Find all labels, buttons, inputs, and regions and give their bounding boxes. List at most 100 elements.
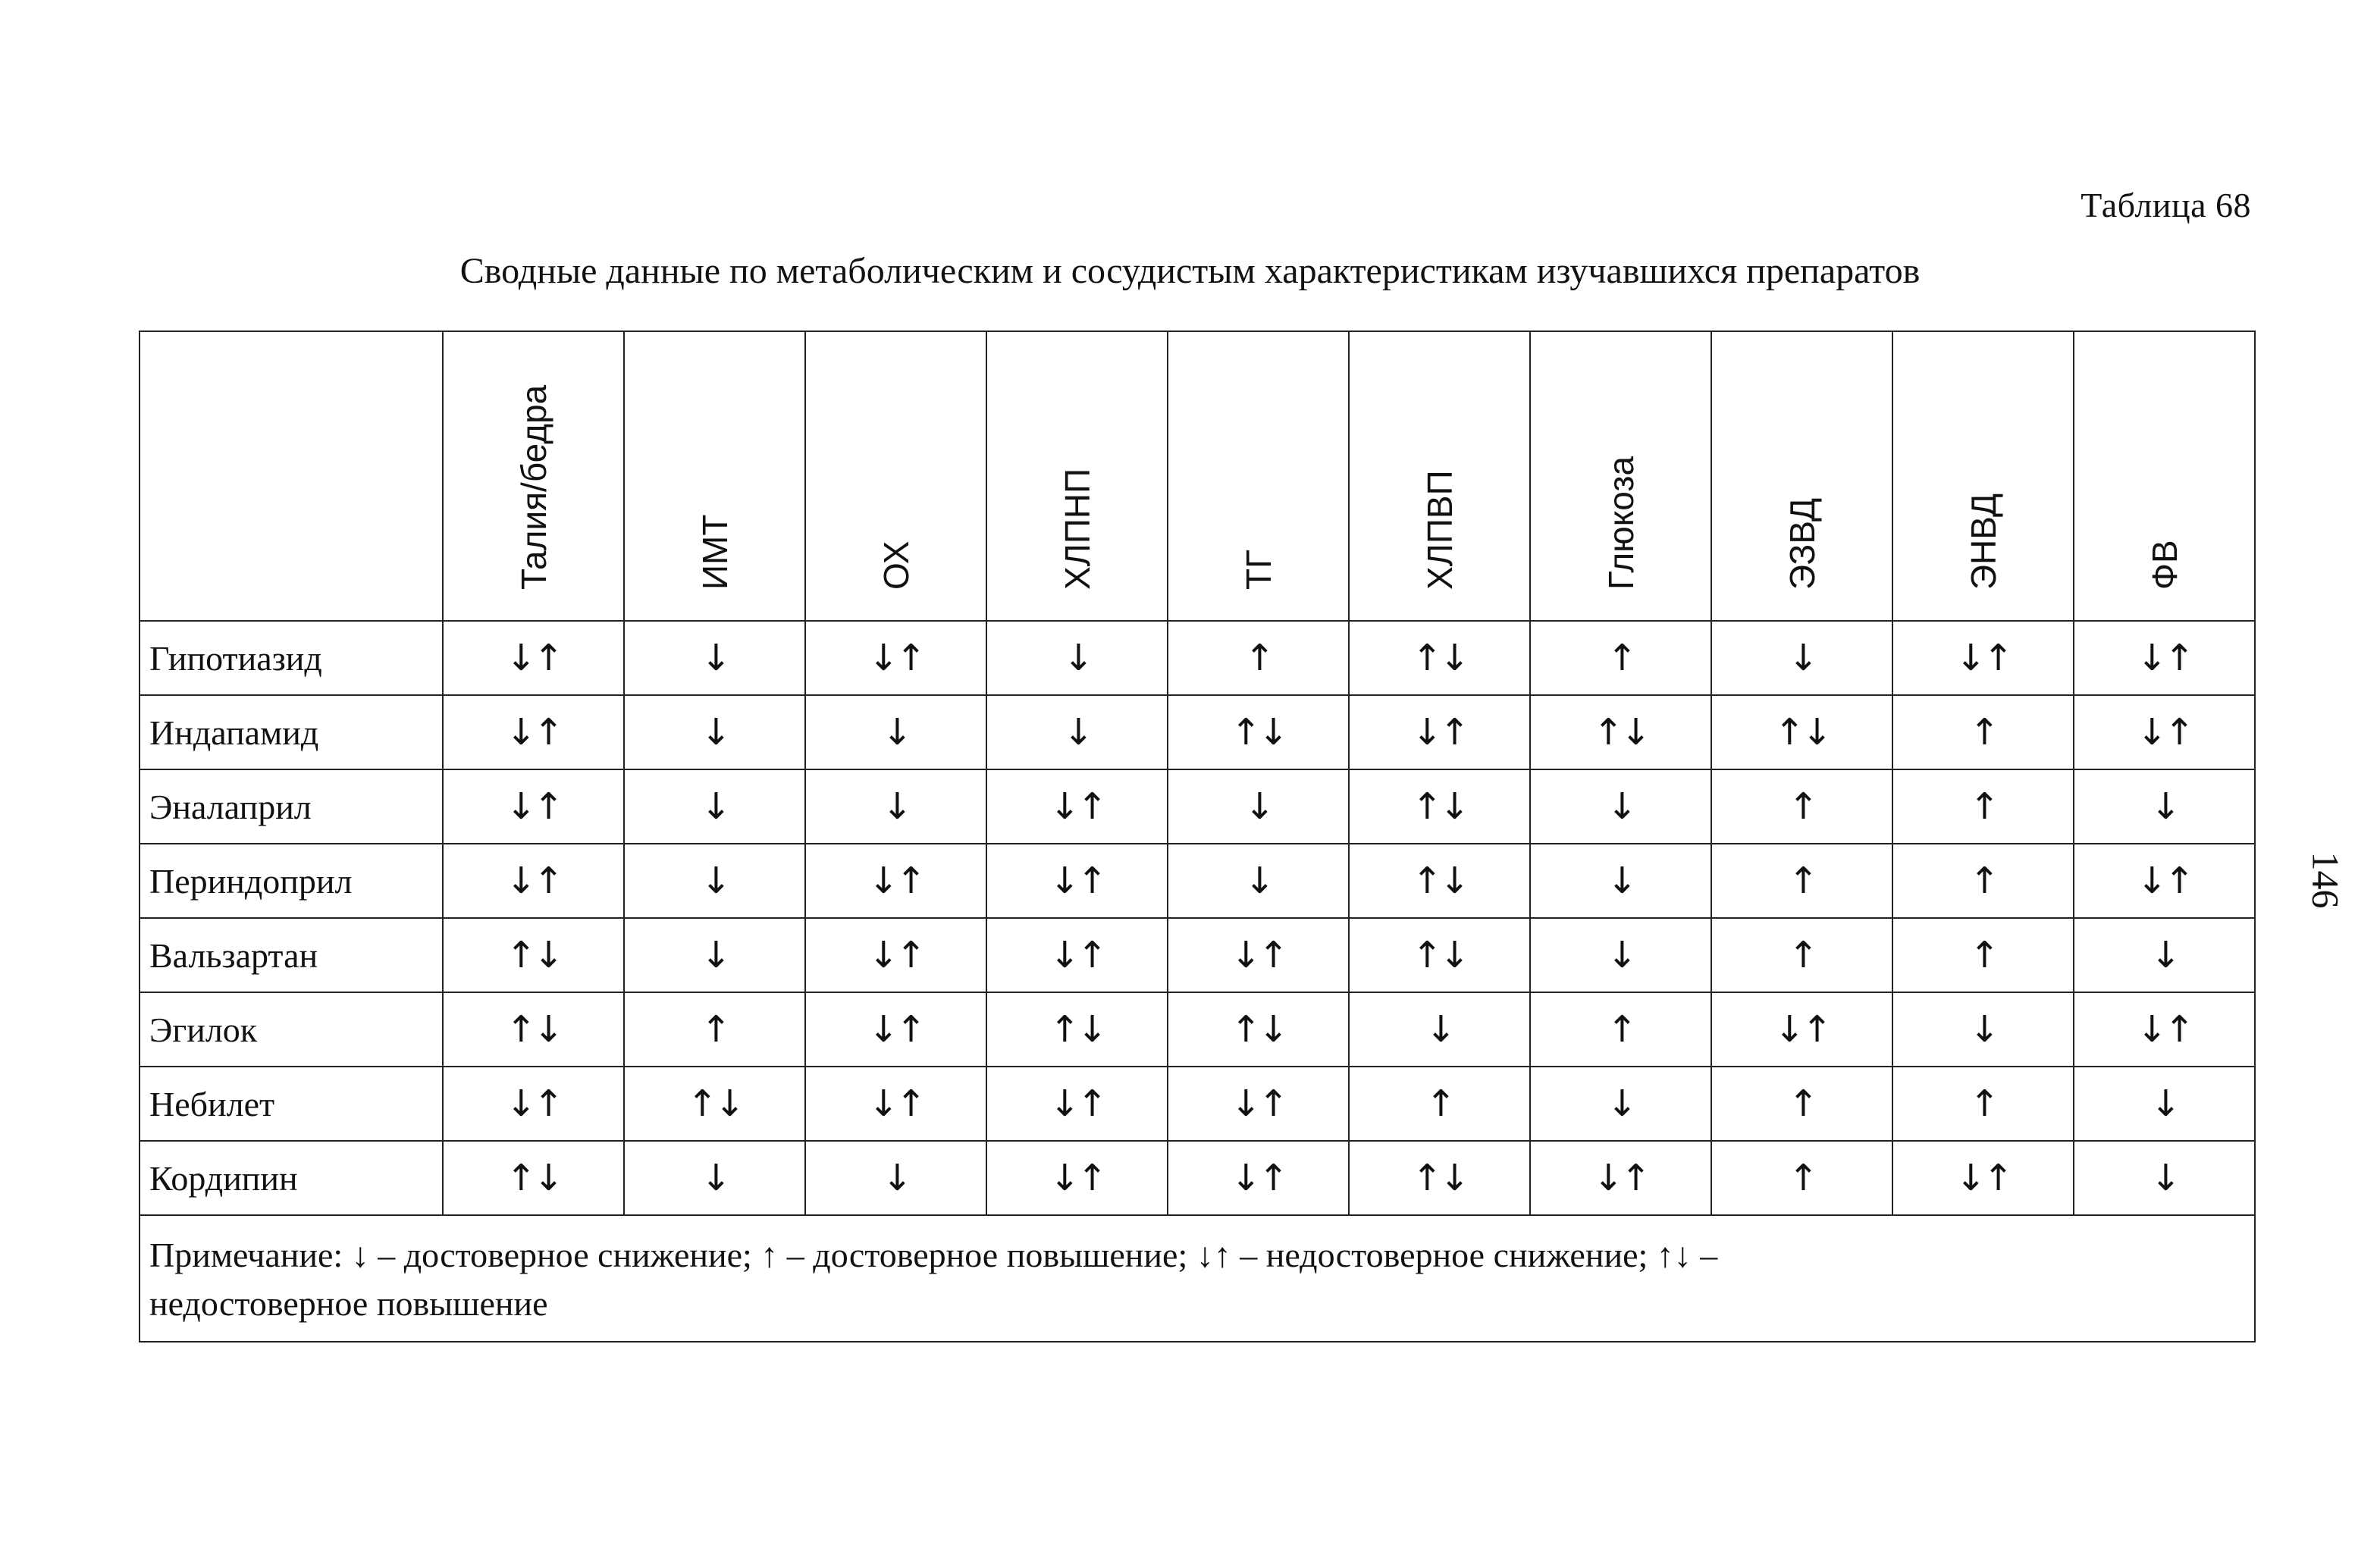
column-header: ОХ <box>804 331 987 622</box>
value-cell: ↓↑ <box>986 769 1168 844</box>
value-cell: ↑↓ <box>1348 1140 1531 1216</box>
value-cell: ↑ <box>1711 769 1893 844</box>
note-row: Примечание: ↓ – достоверное снижение; ↑ … <box>139 1214 2256 1343</box>
value-cell: ↓↑ <box>1711 992 1893 1067</box>
value-cell: ↓ <box>623 769 806 844</box>
value-cell: ↓↑ <box>1167 1066 1350 1142</box>
value-cell: ↓↑ <box>1892 620 2074 696</box>
column-header-label: Талия/бедра <box>513 384 553 590</box>
value-cell: ↓↑ <box>804 843 987 919</box>
value-cell: ↓ <box>1529 1066 1712 1142</box>
value-cell: ↑ <box>1892 1066 2074 1142</box>
value-cell: ↓↑ <box>1529 1140 1712 1216</box>
value-cell: ↓↑ <box>986 843 1168 919</box>
value-cell: ↓↑ <box>442 769 625 844</box>
value-cell: ↑↓ <box>442 992 625 1067</box>
drug-name-cell: Гипотиазид <box>139 620 444 696</box>
value-cell: ↓ <box>1529 917 1712 993</box>
value-cell: ↑ <box>1167 620 1350 696</box>
value-cell: ↑↓ <box>442 1140 625 1216</box>
column-header-label: ИМТ <box>695 514 735 590</box>
value-cell: ↑↓ <box>1348 769 1531 844</box>
column-header-label: ФВ <box>2144 540 2184 590</box>
value-cell: ↓ <box>623 620 806 696</box>
value-cell: ↑↓ <box>623 1066 806 1142</box>
value-cell: ↓↑ <box>986 1140 1168 1216</box>
value-cell: ↑↓ <box>1348 843 1531 919</box>
drug-name-cell: Вальзартан <box>139 917 444 993</box>
value-cell: ↓↑ <box>1892 1140 2074 1216</box>
page-number: 146 <box>2304 851 2347 909</box>
column-header: ИМТ <box>623 331 806 622</box>
value-cell: ↑ <box>1892 843 2074 919</box>
value-cell: ↓ <box>804 769 987 844</box>
value-cell: ↓↑ <box>986 917 1168 993</box>
value-cell: ↑ <box>1711 1140 1893 1216</box>
value-cell: ↓ <box>1529 843 1712 919</box>
value-cell: ↑ <box>1711 917 1893 993</box>
value-cell: ↓ <box>986 694 1168 770</box>
value-cell: ↓ <box>623 917 806 993</box>
note-cell: Примечание: ↓ – достоверное снижение; ↑ … <box>139 1214 2256 1343</box>
value-cell: ↓↑ <box>804 620 987 696</box>
value-cell: ↑ <box>623 992 806 1067</box>
table-row: Кордипин ↑↓ ↓ ↓ ↓↑ ↓↑ ↑↓ ↓↑ ↑ ↓↑ ↓ <box>139 1140 2256 1216</box>
value-cell: ↓ <box>1711 620 1893 696</box>
drug-name-cell: Индапамид <box>139 694 444 770</box>
value-cell: ↓ <box>2073 1140 2256 1216</box>
value-cell: ↓ <box>2073 1066 2256 1142</box>
drug-name-cell: Кордипин <box>139 1140 444 1216</box>
value-cell: ↑ <box>1711 843 1893 919</box>
table-body: Гипотиазид ↓↑ ↓ ↓↑ ↓ ↑ ↑↓ ↑ ↓ ↓↑ ↓↑ Индапамид ↓↑ ↓ ↓ ↓ ↑… <box>139 620 2256 1216</box>
value-cell: ↓↑ <box>442 843 625 919</box>
value-cell: ↑↓ <box>1348 917 1531 993</box>
value-cell: ↓↑ <box>804 917 987 993</box>
value-cell: ↑ <box>1529 992 1712 1067</box>
value-cell: ↓↑ <box>2073 620 2256 696</box>
header-corner-cell <box>139 331 444 622</box>
note-line-1: Примечание: ↓ – достоверное снижение; ↑ … <box>149 1236 1718 1274</box>
table-row: Гипотиазид ↓↑ ↓ ↓↑ ↓ ↑ ↑↓ ↑ ↓ ↓↑ ↓↑ <box>139 620 2256 696</box>
value-cell: ↓ <box>1529 769 1712 844</box>
drug-name-cell: Небилет <box>139 1066 444 1142</box>
value-cell: ↓ <box>623 694 806 770</box>
value-cell: ↑ <box>1892 917 2074 993</box>
value-cell: ↓↑ <box>1348 694 1531 770</box>
value-cell: ↓ <box>986 620 1168 696</box>
column-header-label: ТГ <box>1238 549 1278 590</box>
value-cell: ↑ <box>1348 1066 1531 1142</box>
value-cell: ↓ <box>1167 843 1350 919</box>
column-header: ХЛПВП <box>1348 331 1531 622</box>
value-cell: ↓↑ <box>2073 843 2256 919</box>
value-cell: ↑↓ <box>986 992 1168 1067</box>
column-header: ТГ <box>1167 331 1350 622</box>
value-cell: ↑↓ <box>1167 694 1350 770</box>
value-cell: ↓ <box>2073 917 2256 993</box>
table-row: Эналаприл ↓↑ ↓ ↓ ↓↑ ↓ ↑↓ ↓ ↑ ↑ ↓ <box>139 769 2256 844</box>
column-header: Талия/бедра <box>442 331 625 622</box>
value-cell: ↑ <box>1529 620 1712 696</box>
table-title: Сводные данные по метаболическим и сосуд… <box>459 251 1921 291</box>
value-cell: ↑↓ <box>442 917 625 993</box>
table-row: Периндоприл ↓↑ ↓ ↓↑ ↓↑ ↓ ↑↓ ↓ ↑ ↑ ↓↑ <box>139 843 2256 919</box>
column-header: ХЛПНП <box>986 331 1168 622</box>
note-line-2: недостоверное повышение <box>149 1284 548 1324</box>
value-cell: ↑↓ <box>1167 992 1350 1067</box>
drug-name-cell: Периндоприл <box>139 843 444 919</box>
table-label: Таблица 68 <box>2081 186 2251 224</box>
column-header-label: ХЛПНП <box>1057 468 1097 590</box>
value-cell: ↓↑ <box>804 992 987 1067</box>
column-header-label: ОХ <box>876 540 916 590</box>
column-header-label: ЭЗВД <box>1782 497 1822 590</box>
value-cell: ↓↑ <box>1167 1140 1350 1216</box>
column-header-label: Глюкоза <box>1601 456 1641 590</box>
column-header: ЭНВД <box>1892 331 2074 622</box>
table-row: Индапамид ↓↑ ↓ ↓ ↓ ↑↓ ↓↑ ↑↓ ↑↓ ↑ ↓↑ <box>139 694 2256 770</box>
value-cell: ↓↑ <box>1167 917 1350 993</box>
header-row: Талия/бедра ИМТ ОХ ХЛПНП ТГ ХЛПВП Глюкоза ЭЗВД Э… <box>139 331 2256 622</box>
table-row: Вальзартан ↑↓ ↓ ↓↑ ↓↑ ↓↑ ↑↓ ↓ ↑ ↑ ↓ <box>139 917 2256 993</box>
value-cell: ↑↓ <box>1348 620 1531 696</box>
value-cell: ↓ <box>804 1140 987 1216</box>
value-cell: ↓↑ <box>804 1066 987 1142</box>
column-header: ЭЗВД <box>1711 331 1893 622</box>
